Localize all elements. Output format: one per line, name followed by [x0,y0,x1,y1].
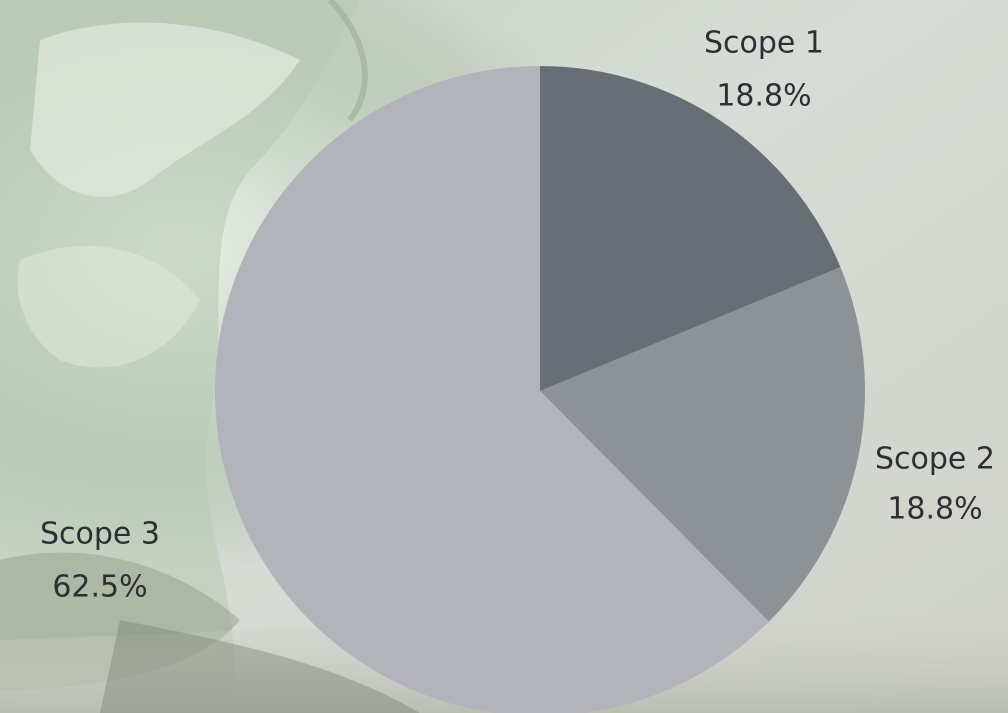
pie-slice-scope-1 [540,66,841,391]
slice-value-scope-3: 62.5% [52,570,147,605]
slice-label-scope-1: Scope 1 [704,26,824,61]
slice-label-scope-3: Scope 3 [40,517,160,552]
pie-slice-scope-2 [540,267,865,622]
slice-value-scope-2: 18.8% [887,492,982,527]
slice-label-scope-2: Scope 2 [875,442,995,477]
pie-slice-scope-3 [215,66,769,713]
slice-value-scope-1: 18.8% [716,79,811,114]
